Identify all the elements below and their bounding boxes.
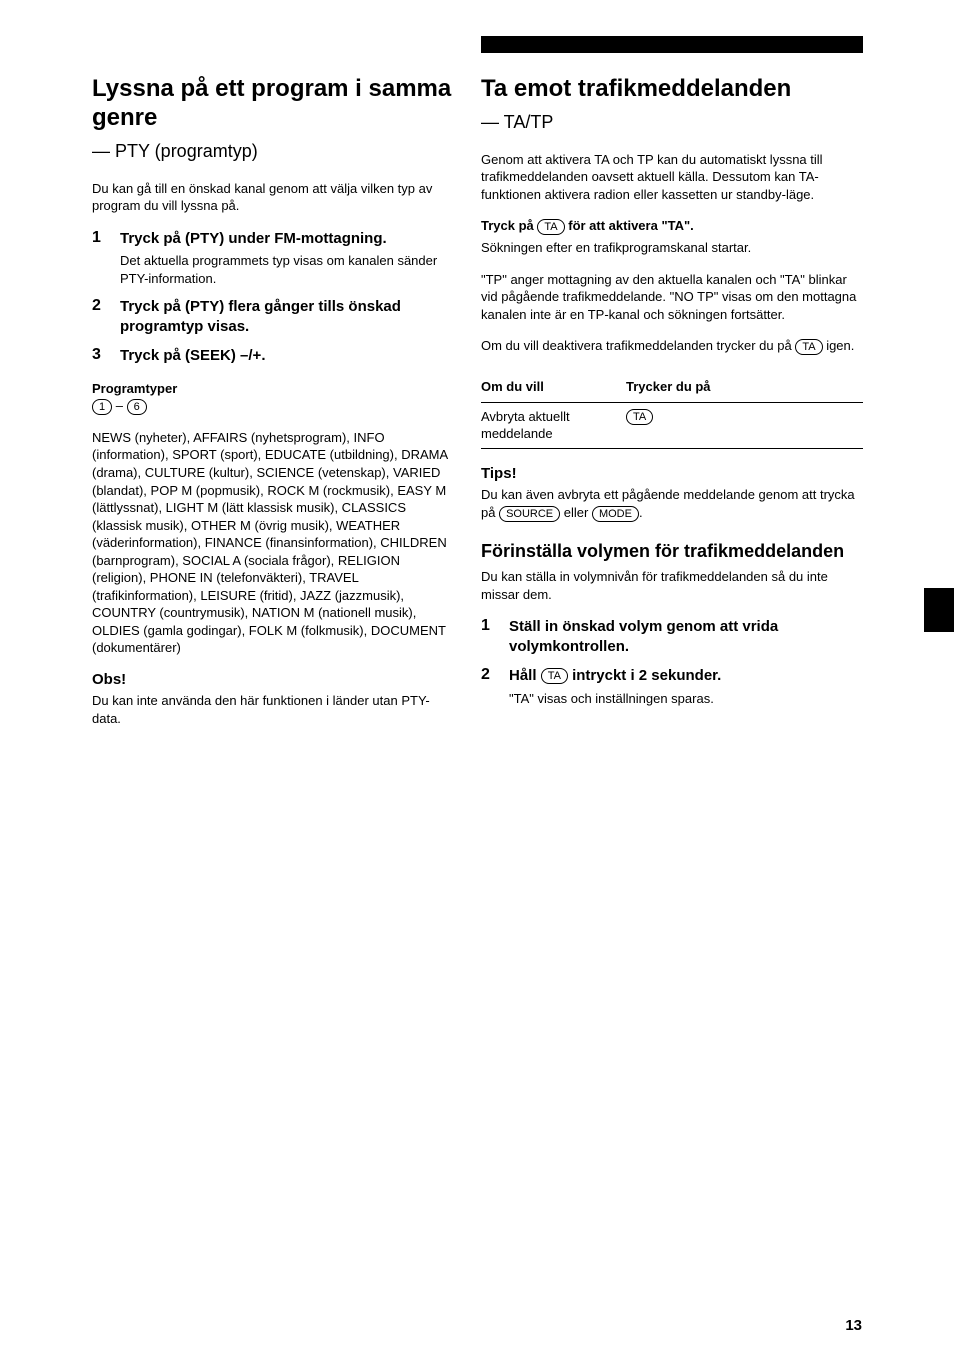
right-activate: Tryck på TA för att aktivera "TA". Sökni…: [481, 217, 863, 256]
step-bold: Ställ in önskad volym genom att vrida vo…: [509, 618, 778, 655]
key-ta: TA: [541, 668, 568, 684]
tip-text: Du kan även avbryta ett pågående meddela…: [481, 486, 863, 521]
page-number: 13: [845, 1317, 862, 1334]
key-ta: TA: [537, 219, 564, 235]
step-bold: Tryck på (PTY) under FM-mottagning.: [120, 230, 387, 247]
table-header-right: Trycker du på: [626, 379, 863, 396]
signal-text: "TP" anger mottagning av den aktuella ka…: [481, 271, 863, 324]
left-step-3: 3 Tryck på (SEEK) –/+.: [92, 346, 456, 366]
activate-post: för att aktivera "TA".: [565, 218, 694, 233]
deactivate-text: Om du vill deaktivera trafikmeddelanden …: [481, 337, 863, 355]
vol-step2-post: intryckt i 2 sekunder.: [568, 667, 721, 684]
step-number: 2: [481, 666, 499, 707]
key-ta: TA: [795, 339, 822, 355]
step-number: 1: [481, 617, 499, 656]
key-6: 6: [127, 399, 147, 415]
vol-step-1: 1 Ställ in önskad volym genom att vrida …: [481, 617, 863, 656]
activate-detail: Sökningen efter en trafikprogramskanal s…: [481, 239, 863, 257]
step-bold: Tryck på (SEEK) –/+.: [120, 347, 265, 364]
table-row: Avbryta aktuellt meddelande TA: [481, 403, 863, 450]
table-cell-left: Avbryta aktuellt meddelande: [481, 409, 626, 443]
step-number: 3: [92, 346, 110, 366]
left-column: Lyssna på ett program i samma genre — PT…: [92, 75, 456, 741]
tip-post: .: [639, 505, 643, 520]
left-step-2: 2 Tryck på (PTY) flera gånger tills önsk…: [92, 297, 456, 336]
activate-pre: Tryck på: [481, 218, 537, 233]
top-black-bar: [481, 36, 863, 53]
step-number: 1: [92, 229, 110, 288]
tip-heading: Tips!: [481, 465, 863, 482]
table-header-left: Om du vill: [481, 379, 626, 396]
left-note-heading: Obs!: [92, 671, 456, 688]
key-source: SOURCE: [499, 506, 560, 522]
step-bold: Tryck på (PTY) flera gånger tills önskad…: [120, 298, 401, 335]
step-text: Ställ in önskad volym genom att vrida vo…: [509, 617, 863, 656]
vol-step2-pre: Håll: [509, 667, 541, 684]
left-step-1: 1 Tryck på (PTY) under FM-mottagning. De…: [92, 229, 456, 288]
right-heading-sub: — TA/TP: [481, 112, 863, 133]
side-black-tab: [924, 588, 954, 632]
deactivate-pre: Om du vill deaktivera trafikmeddelanden …: [481, 338, 795, 353]
tip-mid: eller: [560, 505, 592, 520]
step-text: Håll TA intryckt i 2 sekunder. "TA" visa…: [509, 666, 721, 707]
programme-types: Programtyper 1 – 6: [92, 380, 456, 415]
table-cell-right: TA: [626, 409, 863, 443]
key-ta: TA: [626, 409, 653, 425]
step-number: 2: [92, 297, 110, 336]
programmes-label: Programtyper: [92, 381, 177, 396]
left-step-list: 1 Tryck på (PTY) under FM-mottagning. De…: [92, 229, 456, 366]
step-text: Tryck på (PTY) flera gånger tills önskad…: [120, 297, 456, 336]
left-heading-sub: — PTY (programtyp): [92, 141, 456, 162]
key-1: 1: [92, 399, 112, 415]
programmes-text: NEWS (nyheter), AFFAIRS (nyhetsprogram),…: [92, 429, 456, 657]
right-intro: Genom att aktivera TA och TP kan du auto…: [481, 151, 863, 204]
volume-step-list: 1 Ställ in önskad volym genom att vrida …: [481, 617, 863, 707]
vol-step2-detail: "TA" visas och inställningen sparas.: [509, 690, 721, 708]
table-header-row: Om du vill Trycker du på: [481, 373, 863, 403]
right-heading-main: Ta emot trafikmeddelanden: [481, 75, 863, 104]
volume-text: Du kan ställa in volymnivån för trafikme…: [481, 568, 863, 603]
vol-step-2: 2 Håll TA intryckt i 2 sekunder. "TA" vi…: [481, 666, 863, 707]
right-column: Ta emot trafikmeddelanden — TA/TP Genom …: [481, 75, 863, 721]
left-note-text: Du kan inte använda den här funktionen i…: [92, 692, 456, 727]
action-table: Om du vill Trycker du på Avbryta aktuell…: [481, 373, 863, 450]
volume-heading: Förinställa volymen för trafikmeddelande…: [481, 540, 863, 563]
deactivate-post: igen.: [823, 338, 855, 353]
left-heading-main: Lyssna på ett program i samma genre: [92, 75, 456, 133]
step-text: Tryck på (SEEK) –/+.: [120, 346, 265, 366]
left-intro: Du kan gå till en önskad kanal genom att…: [92, 180, 456, 215]
step-text: Tryck på (PTY) under FM-mottagning. Det …: [120, 229, 456, 288]
key-mode: MODE: [592, 506, 639, 522]
step-detail: Det aktuella programmets typ visas om ka…: [120, 252, 456, 287]
